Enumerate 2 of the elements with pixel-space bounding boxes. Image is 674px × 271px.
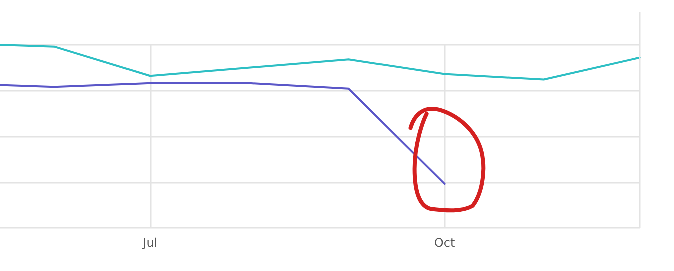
x-tick-label: Oct: [434, 236, 456, 250]
x-tick-label: Jul: [142, 236, 158, 250]
